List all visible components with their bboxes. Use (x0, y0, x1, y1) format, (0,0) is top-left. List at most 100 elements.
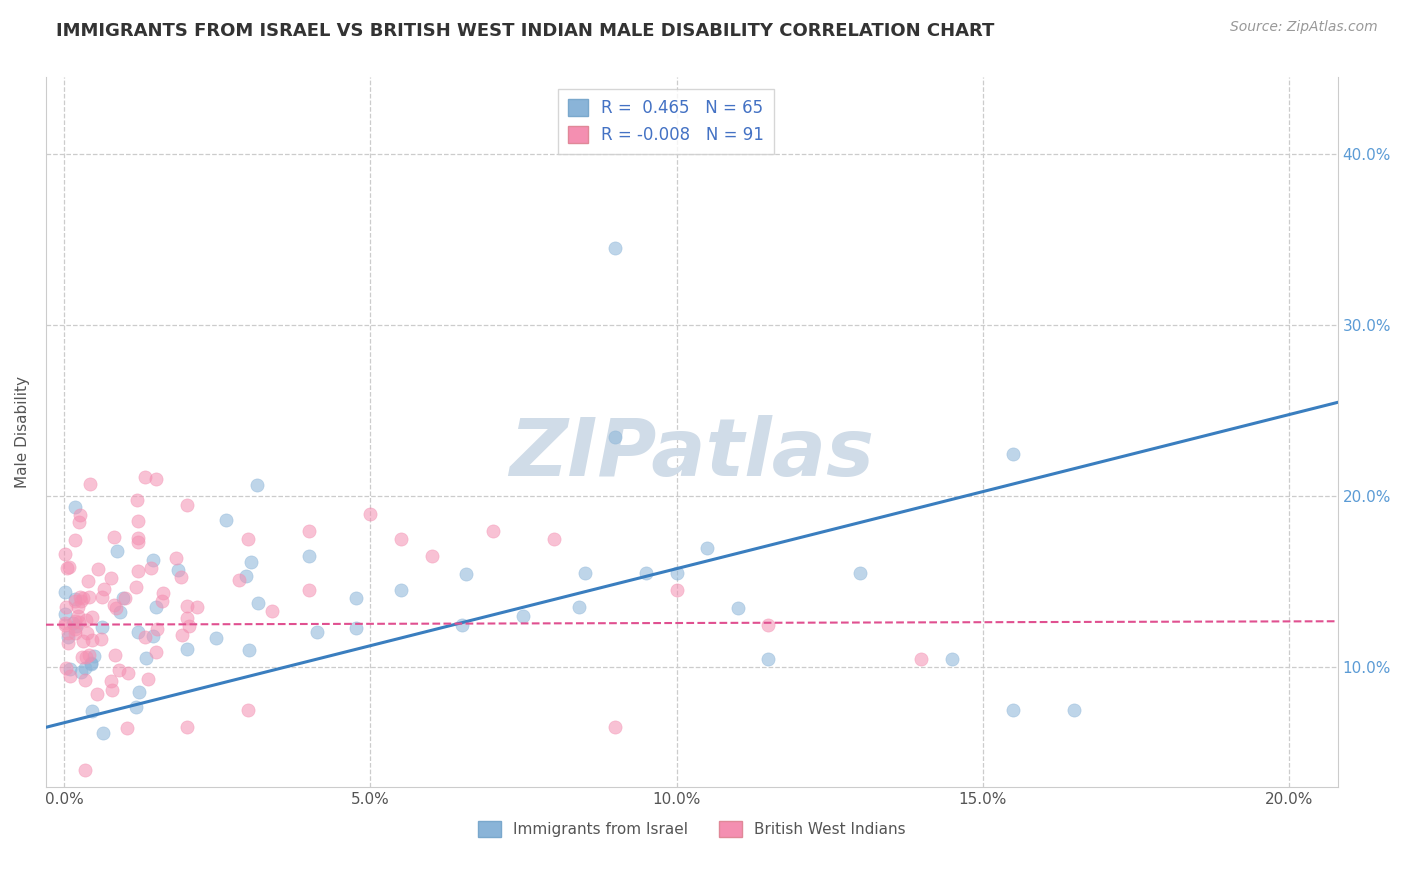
Point (58, 559, 80, 574)
Point (55, 600, 77, 615)
Point (176, 498, 198, 512)
Point (103, 599, 125, 613)
Point (80, 704, 103, 718)
Point (76, 625, 98, 640)
Point (305, 625, 328, 640)
Y-axis label: Male Disability: Male Disability (15, 376, 30, 488)
Point (100, 673, 122, 688)
Point (1002, 447, 1025, 461)
Point (105, 544, 128, 558)
Text: ZIPatlas: ZIPatlas (509, 415, 875, 492)
Point (103, 531, 125, 545)
Point (53, 615, 76, 630)
Point (451, 617, 474, 632)
Point (941, 652, 963, 666)
Point (543, 532, 565, 546)
Point (79, 657, 101, 672)
Point (246, 477, 269, 491)
Point (849, 566, 872, 581)
Point (359, 507, 381, 521)
Point (108, 664, 131, 678)
Point (298, 583, 321, 598)
Point (91, 590, 114, 604)
Point (176, 720, 198, 734)
Point (568, 599, 591, 614)
Point (62, 616, 84, 631)
Point (298, 549, 321, 564)
Point (1063, 703, 1085, 717)
Point (104, 601, 127, 615)
Point (605, 429, 627, 443)
Point (142, 553, 165, 567)
Point (100, 571, 122, 585)
Point (114, 591, 136, 605)
Point (63, 591, 86, 606)
Point (145, 645, 167, 659)
Point (142, 629, 165, 643)
Point (80, 632, 103, 647)
Point (75, 613, 97, 627)
Point (634, 566, 657, 581)
Point (53, 617, 76, 632)
Point (574, 566, 596, 581)
Point (90, 632, 112, 646)
Point (910, 652, 932, 666)
Point (238, 643, 260, 657)
Point (152, 586, 174, 600)
Point (56, 626, 79, 640)
Point (696, 541, 718, 555)
Point (298, 524, 321, 538)
Point (235, 569, 257, 583)
Point (344, 591, 367, 606)
Point (127, 531, 149, 545)
Point (179, 619, 201, 633)
Point (56, 635, 79, 649)
Point (176, 610, 198, 624)
Point (117, 721, 139, 735)
Point (344, 621, 367, 635)
Point (117, 666, 139, 681)
Point (482, 524, 505, 538)
Point (260, 604, 283, 618)
Point (215, 513, 238, 527)
Point (65, 500, 87, 514)
Point (165, 551, 187, 566)
Point (389, 532, 412, 546)
Point (145, 623, 167, 637)
Point (66, 609, 89, 624)
Point (111, 591, 134, 605)
Point (228, 573, 250, 587)
Point (83, 648, 105, 663)
Point (65, 623, 87, 637)
Point (91, 726, 114, 740)
Point (79, 477, 101, 491)
Point (150, 594, 173, 608)
Point (127, 625, 149, 640)
Point (91, 619, 114, 633)
Point (55, 661, 77, 675)
Point (134, 470, 156, 484)
Point (53, 584, 76, 599)
Point (420, 549, 443, 564)
Point (93, 582, 115, 597)
Point (512, 609, 534, 624)
Point (69, 591, 91, 605)
Point (63, 594, 86, 608)
Point (67, 515, 90, 529)
Point (86, 687, 108, 701)
Point (73, 763, 96, 777)
Point (456, 567, 478, 582)
Legend: Immigrants from Israel, British West Indians: Immigrants from Israel, British West Ind… (472, 815, 911, 843)
Point (56, 560, 79, 574)
Point (389, 583, 412, 598)
Point (73, 660, 96, 674)
Point (65, 618, 87, 632)
Point (100, 683, 122, 698)
Text: IMMIGRANTS FROM ISRAEL VS BRITISH WEST INDIAN MALE DISABILITY CORRELATION CHART: IMMIGRANTS FROM ISRAEL VS BRITISH WEST I… (56, 22, 994, 40)
Point (69, 594, 91, 608)
Point (176, 642, 198, 657)
Point (605, 242, 627, 256)
Point (108, 605, 131, 619)
Point (756, 617, 779, 632)
Point (59, 669, 82, 683)
